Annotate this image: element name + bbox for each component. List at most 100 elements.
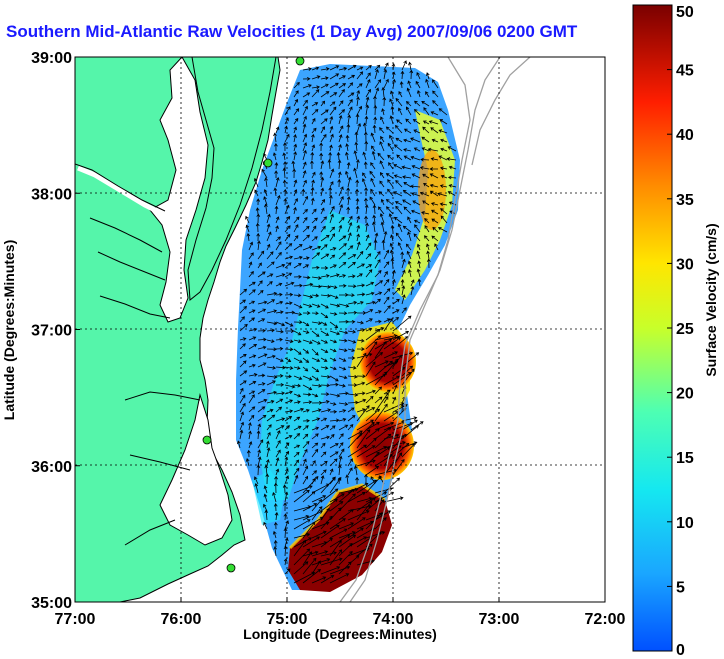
velocity-arrow xyxy=(239,337,247,341)
velocity-arrow xyxy=(379,213,385,224)
velocity-arrow xyxy=(284,468,289,476)
velocity-arrow xyxy=(293,143,298,152)
velocity-arrow xyxy=(302,105,308,116)
velocity-arrow xyxy=(381,239,386,251)
velocity-arrow xyxy=(430,157,439,161)
velocity-arrow xyxy=(302,510,323,521)
velocity-arrow xyxy=(257,373,266,378)
velocity-arrow xyxy=(283,142,287,152)
velocity-arrow xyxy=(403,206,412,215)
velocity-arrow xyxy=(356,263,366,269)
velocity-arrow xyxy=(311,321,322,325)
velocity-arrow xyxy=(275,216,280,224)
velocity-arrow xyxy=(408,61,412,71)
velocity-arrow xyxy=(274,143,278,152)
velocity-arrow xyxy=(284,321,294,327)
velocity-arrow xyxy=(383,296,390,305)
velocity-arrow xyxy=(370,476,376,485)
velocity-arrow xyxy=(293,134,297,143)
velocity-arrow xyxy=(395,137,403,143)
velocity-arrow xyxy=(248,363,256,368)
velocity-arrow xyxy=(347,319,356,324)
velocity-arrow xyxy=(320,400,330,404)
velocity-arrow xyxy=(410,285,415,296)
velocity-arrow xyxy=(329,357,337,362)
velocity-arrow xyxy=(401,365,414,377)
velocity-arrow xyxy=(400,279,405,287)
velocity-arrow xyxy=(402,225,412,233)
velocity-arrow xyxy=(245,215,250,224)
velocity-arrow xyxy=(256,430,261,440)
velocity-arrow xyxy=(302,264,310,269)
velocity-arrow xyxy=(302,142,307,152)
velocity-arrow xyxy=(329,409,338,414)
velocity-arrow xyxy=(320,83,329,89)
velocity-arrow xyxy=(365,222,369,233)
velocity-arrow xyxy=(329,115,334,125)
velocity-arrow xyxy=(245,458,250,467)
velocity-arrow xyxy=(364,204,369,215)
velocity-arrow xyxy=(365,64,372,71)
velocity-arrow xyxy=(338,66,348,71)
velocity-arrow xyxy=(380,198,385,206)
velocity-arrow xyxy=(405,118,412,125)
velocity-arrow xyxy=(320,118,328,125)
velocity-arrow xyxy=(380,221,385,233)
velocity-arrow xyxy=(320,515,333,530)
velocity-arrow xyxy=(329,303,341,308)
velocity-arrow xyxy=(327,159,332,170)
velocity-arrow xyxy=(239,402,246,413)
velocity-arrow xyxy=(373,104,378,116)
velocity-arrow xyxy=(338,252,347,260)
velocity-arrow xyxy=(320,198,326,206)
longitude-axis: 77:00 76:00 75:00 74:00 73:00 72:00 xyxy=(55,597,626,628)
colorbar-tick-label: 45 xyxy=(676,63,694,80)
velocity-arrow xyxy=(370,188,376,197)
velocity-arrow xyxy=(257,262,262,269)
velocity-arrow xyxy=(275,425,285,431)
velocity-arrow xyxy=(405,243,412,251)
velocity-arrow xyxy=(347,74,356,80)
velocity-arrow xyxy=(293,235,299,242)
velocity-arrow xyxy=(338,366,347,371)
velocity-arrow xyxy=(389,98,394,107)
velocity-arrow xyxy=(284,204,290,215)
velocity-arrow xyxy=(273,539,278,548)
velocity-arrow xyxy=(431,235,439,242)
velocity-arrow xyxy=(263,196,268,206)
velocity-arrow xyxy=(338,293,349,297)
velocity-arrow xyxy=(302,256,310,260)
velocity-arrow xyxy=(311,144,316,152)
velocity-arrow xyxy=(257,318,266,323)
velocity-arrow xyxy=(284,568,291,575)
velocity-arrow xyxy=(293,537,312,548)
velocity-arrow xyxy=(393,144,403,152)
velocity-arrow xyxy=(364,215,368,223)
velocity-arrow xyxy=(374,403,388,422)
velocity-arrow xyxy=(395,97,403,107)
velocity-arrow xyxy=(337,159,342,170)
velocity-arrow xyxy=(347,444,367,458)
high-velocity-core-3 xyxy=(288,485,392,592)
velocity-arrow xyxy=(374,392,389,413)
velocity-arrow xyxy=(413,147,421,152)
velocity-arrow xyxy=(401,269,406,278)
velocity-arrow xyxy=(285,329,295,333)
velocity-arrow xyxy=(365,78,371,89)
velocity-arrow xyxy=(293,216,300,224)
velocity-arrow xyxy=(257,398,268,404)
velocity-arrow xyxy=(302,170,307,179)
velocity-arrow xyxy=(302,321,310,327)
velocity-arrow xyxy=(257,456,262,467)
velocity-arrow xyxy=(365,361,376,377)
velocity-arrow xyxy=(338,88,345,98)
velocity-arrow xyxy=(434,243,439,251)
velocity-arrow xyxy=(284,255,294,260)
velocity-arrow xyxy=(392,351,414,359)
velocity-arrow xyxy=(257,345,267,350)
velocity-arrow xyxy=(284,384,296,389)
velocity-arrow xyxy=(275,282,283,287)
velocity-arrow xyxy=(347,517,366,530)
velocity-arrow xyxy=(338,534,357,548)
velocity-arrow xyxy=(329,366,337,371)
